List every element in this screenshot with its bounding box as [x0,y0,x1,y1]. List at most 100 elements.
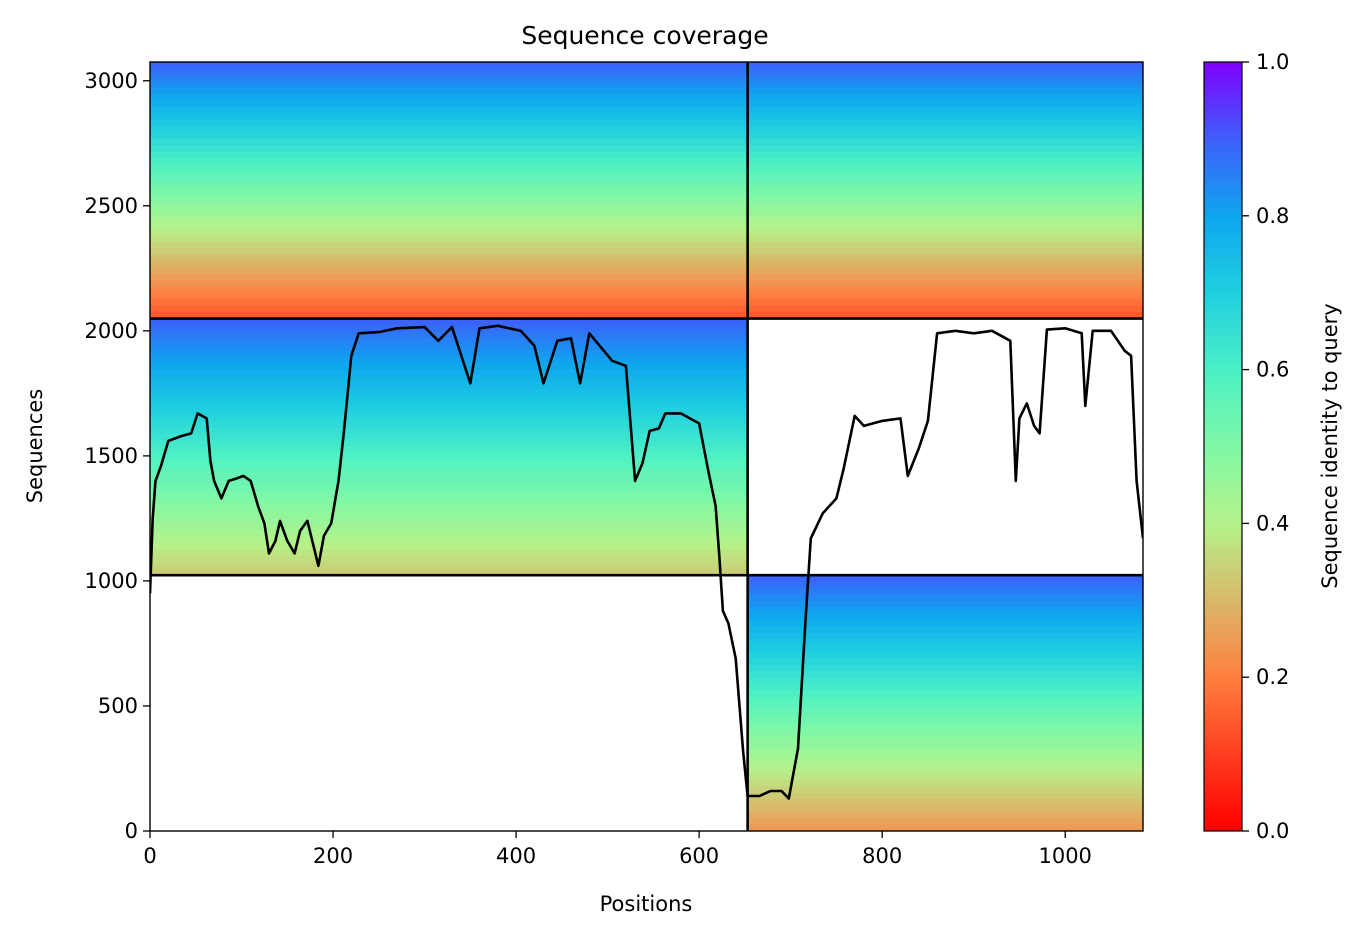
coverage-band [150,100,748,108]
coverage-band [747,779,1143,787]
coverage-band [150,344,748,352]
coverage-band [150,504,748,512]
coverage-band [150,395,748,403]
y-tick-label: 2000 [85,319,138,343]
coverage-band [747,228,1143,236]
x-tick-label: 600 [679,844,719,868]
coverage-band [747,767,1143,774]
x-axis-ticks: 0 200 400 600 800 1000 [143,831,1092,868]
coverage-band [747,747,1143,755]
y-tick-label: 2500 [85,194,138,218]
coverage-band [747,824,1143,831]
coverage-band [150,177,748,185]
coverage-band [150,389,748,397]
coverage-band [747,241,1143,249]
coverage-band [747,786,1143,794]
coverage-band [150,350,748,358]
colorbar-label: Sequence identity to query [1318,303,1342,588]
colorbar-tick-label: 0.0 [1256,819,1289,843]
coverage-band [150,209,748,217]
coverage-band [150,498,748,506]
colorbar-tick-label: 1.0 [1256,50,1289,74]
coverage-band [747,575,1143,583]
coverage-band [150,280,748,288]
coverage-band [150,113,748,121]
coverage-band [747,715,1143,723]
coverage-band [747,235,1143,243]
coverage-band [150,190,748,198]
coverage-band [150,446,748,454]
coverage-band [150,511,748,518]
coverage-band [150,331,748,339]
coverage-band [150,402,748,409]
coverage-band [747,62,1143,69]
coverage-band [150,453,748,461]
coverage-band [150,106,748,114]
coverage-band [150,363,748,371]
coverage-band [150,158,748,166]
coverage-band [747,94,1143,102]
coverage-band [150,235,748,243]
coverage-band [747,132,1143,140]
coverage-band [747,286,1143,294]
coverage-band [150,369,748,377]
coverage-band [747,74,1143,82]
coverage-band [747,158,1143,166]
coverage-band [150,440,748,448]
y-axis-label: Sequences [23,389,47,504]
coverage-band [150,434,748,441]
coverage-band [747,190,1143,198]
y-tick-label: 1000 [85,569,138,593]
coverage-band [150,543,748,551]
colorbar-ticks: 0.0 0.2 0.4 0.6 0.8 1.0 [1242,50,1289,843]
coverage-band [747,683,1143,691]
coverage-band [747,799,1143,806]
coverage-band [150,305,748,313]
coverage-band [150,126,748,134]
coverage-band [747,588,1143,595]
coverage-band [747,773,1143,781]
coverage-band [747,690,1143,698]
coverage-band [150,132,748,140]
coverage-band [747,119,1143,127]
coverage-band [150,530,748,538]
coverage-band [150,523,748,531]
coverage-band [747,805,1143,813]
coverage-band [150,568,748,576]
plot-frame [149,61,1144,832]
coverage-band [747,87,1143,95]
coverage-band [747,222,1143,230]
coverage-band [150,478,748,486]
coverage-band [747,735,1143,743]
coverage-band [747,254,1143,262]
coverage-band [747,664,1143,672]
coverage-band [150,357,748,365]
coverage-band [150,382,748,390]
x-tick-label: 1000 [1038,844,1091,868]
coverage-band [150,139,748,146]
coverage-band [747,703,1143,711]
coverage-band [747,81,1143,89]
coverage-band [747,139,1143,146]
x-tick-label: 0 [143,844,156,868]
coverage-block [747,575,1143,831]
coverage-band [747,164,1143,172]
coverage-band [747,619,1143,627]
coverage-band [747,613,1143,621]
coverage-band [150,94,748,102]
coverage-band [747,196,1143,204]
coverage-band [747,792,1143,800]
coverage-block [150,318,748,576]
coverage-band [747,696,1143,704]
coverage-band [150,536,748,544]
coverage-band [150,312,748,320]
coverage-line [150,324,1143,800]
coverage-band [150,62,748,69]
coverage-band [150,119,748,127]
coverage-band [150,555,748,563]
coverage-band [150,427,748,435]
coverage-band [747,639,1143,647]
coverage-band [747,741,1143,749]
coverage-band [150,273,748,281]
